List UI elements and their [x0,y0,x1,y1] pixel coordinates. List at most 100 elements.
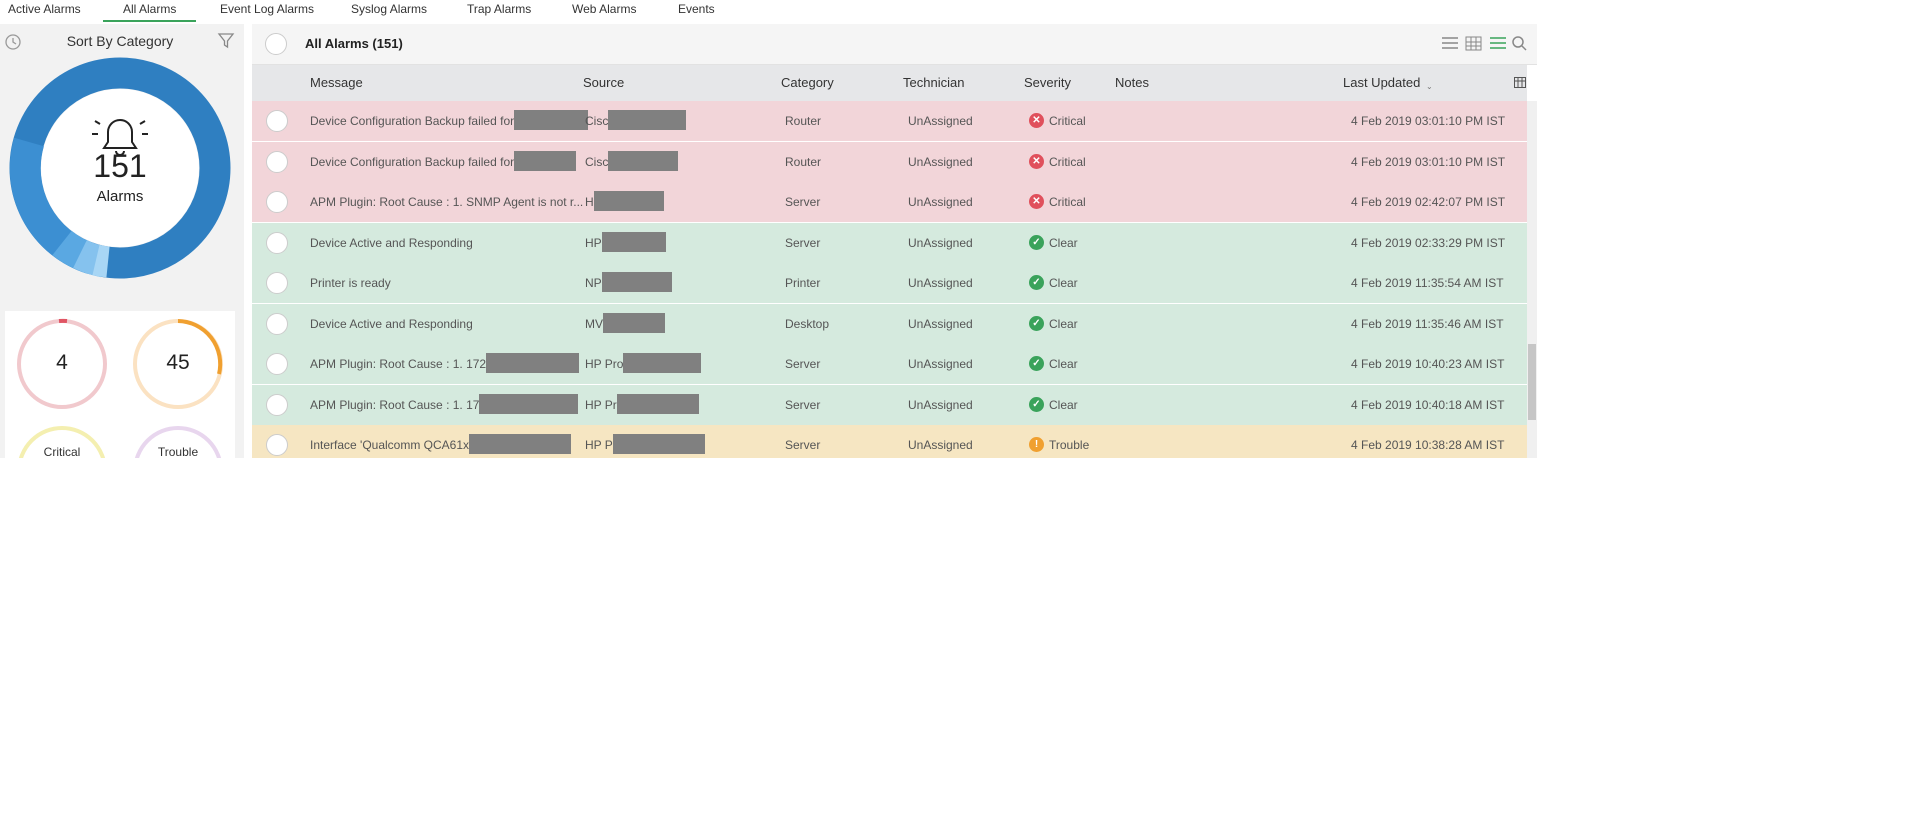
total-count: 151 [93,148,147,184]
card-label: Critical [43,445,81,459]
message: Device Configuration Backup failed for [310,110,589,130]
row-checkbox[interactable] [266,191,288,213]
severity-icon: ✕ [1029,194,1044,209]
source-text: Cisc [585,114,609,129]
alarm-row[interactable]: Printer is ready NP Printer UnAssigned ✓ Clea… [252,263,1527,303]
tab[interactable]: Active Alarms [8,2,81,16]
severity-icon: ✓ [1029,356,1044,371]
tab[interactable]: Syslog Alarms [351,2,428,16]
column-header[interactable]: Technician [903,75,965,90]
column-header[interactable]: Notes [1115,75,1149,90]
redacted [608,110,687,130]
card-label: Trouble [157,445,199,459]
column-chooser[interactable] [1514,77,1526,88]
tab[interactable]: Event Log Alarms [220,2,315,16]
alarm-row[interactable]: APM Plugin: Root Cause : 1. SNMP Agent i… [252,182,1527,222]
message: APM Plugin: Root Cause : 1. SNMP Agent i… [310,195,583,209]
severity-rings [17,318,223,458]
severity-cards: 4 Critical 45 Trouble [5,311,235,459]
row-checkbox[interactable] [266,150,288,173]
tab[interactable]: Web Alarms [572,2,637,16]
severity: Clear [1049,397,1078,412]
scroll-thumb[interactable] [1528,344,1536,420]
tab-bar: Active Alarms All Alarms Event Log Alarms S… [0,0,1540,24]
redacted [514,110,589,130]
message: APM Plugin: Root Cause : 1. 172 [310,353,580,373]
tab[interactable]: Trap Alarms [467,2,532,16]
column-header[interactable]: Category [781,75,834,90]
alarm-row[interactable]: Device Active and Responding MV Desktop UnA… [252,303,1527,344]
redacted [608,150,679,171]
row-checkbox[interactable] [266,393,288,416]
row-checkbox[interactable] [266,272,288,294]
severity: Clear [1049,316,1078,331]
column-header[interactable]: Source [583,75,625,90]
redacted [486,353,580,373]
severity: Trouble [1049,438,1090,452]
select-all[interactable] [265,33,287,55]
severity-icon: ✓ [1029,234,1044,250]
alarm-row[interactable]: Device Active and Responding HP Server UnAs… [252,222,1527,263]
row-checkbox[interactable] [266,434,288,456]
source-text: Cisc [585,154,609,169]
sort-arrow: ⌄ [1426,82,1433,91]
source-text: HP Pr [585,397,617,412]
message-text: APM Plugin: Root Cause : 1. 172 [310,357,487,372]
message-text: Device Active and Responding [310,235,473,250]
row-checkbox[interactable] [266,353,288,375]
last-updated: 4 Feb 2019 11:35:54 AM IST [1351,276,1504,290]
category: Server [785,438,821,452]
message-text: Interface 'Qualcomm QCA61x [310,438,470,453]
last-updated: 4 Feb 2019 10:38:28 AM IST [1351,438,1505,452]
severity-icon: ✓ [1029,315,1044,331]
source: Cisc [585,110,687,130]
redacted [514,150,577,171]
tab[interactable]: All Alarms [103,2,197,22]
filter-icon[interactable] [217,32,235,50]
message: Device Configuration Backup failed for [310,150,577,171]
alarm-row[interactable]: APM Plugin: Root Cause : 1. 17 HP Pr Serve… [252,384,1527,425]
tab[interactable]: Events [678,2,715,16]
category: Printer [785,276,821,290]
source: MV [585,312,665,333]
redacted [603,312,665,333]
source: HP [585,231,666,252]
category: Server [785,357,821,371]
source-text: MV [585,316,603,331]
card-count: 4 [56,351,68,374]
technician: UnAssigned [908,154,973,169]
message-text: APM Plugin: Root Cause : 1. SNMP Agent i… [310,195,584,209]
column-header[interactable]: Severity [1024,75,1071,90]
technician: UnAssigned [908,276,973,290]
category: Server [785,397,821,412]
scrollbar[interactable] [1527,101,1537,458]
severity: Critical [1049,154,1086,169]
message: Interface 'Qualcomm QCA61x [310,434,572,454]
category: Server [785,235,821,250]
row-checkbox[interactable] [266,231,288,254]
row-checkbox[interactable] [266,110,288,132]
message-text: Device Configuration Backup failed for [310,154,515,169]
source: NP [585,272,672,292]
column-header[interactable]: Message [310,75,363,90]
alarm-row[interactable]: APM Plugin: Root Cause : 1. 172 HP Pro Ser… [252,344,1527,384]
source-text: HP [585,235,602,250]
redacted [616,393,699,414]
row-checkbox[interactable] [266,312,288,335]
severity-icon: ✓ [1029,396,1044,412]
column-header[interactable]: Last Updated [1343,75,1421,90]
category: Desktop [785,316,830,331]
severity-icon: ✕ [1029,153,1044,169]
view-icons[interactable] [1440,34,1530,54]
category: Router [785,114,822,128]
alarm-row[interactable]: Interface 'Qualcomm QCA61x HP P Server UnAs… [252,425,1527,458]
alarm-row[interactable]: Device Configuration Backup failed for Ci… [252,141,1527,182]
redacted [601,272,672,292]
redacted [601,231,666,252]
redacted [593,191,664,211]
last-updated: 4 Feb 2019 03:01:10 PM IST [1351,154,1506,169]
message: Device Active and Responding [310,317,473,331]
severity-icon: ! [1029,437,1044,452]
severity: Clear [1049,276,1078,290]
alarm-row[interactable]: Device Configuration Backup failed for Ci… [252,101,1527,141]
